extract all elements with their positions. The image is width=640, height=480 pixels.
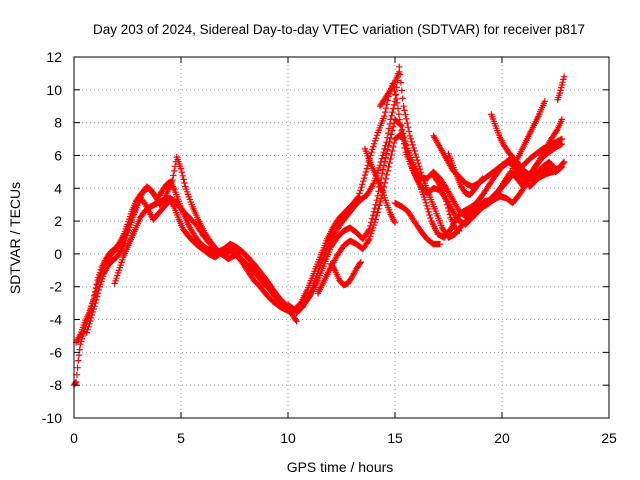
y-tick-label: 4 — [54, 180, 62, 196]
y-tick-label: 0 — [54, 246, 62, 262]
x-tick-label: 5 — [177, 430, 185, 446]
data-series-markers — [554, 73, 568, 103]
x-tick-label: 20 — [494, 430, 510, 446]
plot-frame — [73, 56, 610, 419]
data-series-markers — [391, 199, 444, 248]
chart-title: Day 203 of 2024, Sidereal Day-to-day VTE… — [93, 22, 585, 37]
y-tick-label: 6 — [54, 147, 62, 163]
data-series-markers — [445, 150, 486, 198]
y-tick-label: 8 — [54, 115, 62, 131]
y-tick-label: 10 — [46, 82, 62, 98]
y-tick-label: -10 — [42, 410, 62, 426]
data-series-markers — [111, 194, 290, 308]
data-points — [70, 63, 568, 389]
y-axis-label: SDTVAR / TECUs — [7, 182, 23, 294]
data-series-markers — [327, 258, 364, 289]
x-tick-label: 0 — [70, 430, 78, 446]
axis-ticks: 0 5 10 15 20 25 -10 -8 -6 -4 -2 0 2 4 6 8 10 12 — [42, 49, 617, 446]
data-series-markers — [361, 145, 399, 226]
y-tick-label: 12 — [46, 49, 62, 65]
x-axis-label: GPS time / hours — [287, 459, 394, 475]
x-tick-label: 25 — [601, 430, 617, 446]
data-series-markers — [462, 163, 566, 218]
data-series-markers — [509, 98, 548, 172]
y-tick-label: 2 — [54, 213, 62, 229]
data-series-markers — [376, 68, 403, 110]
x-tick-label: 10 — [280, 430, 296, 446]
y-tick-label: -6 — [50, 344, 63, 360]
x-tick-label: 15 — [387, 430, 403, 446]
data-series-markers — [430, 171, 463, 235]
y-tick-label: -4 — [50, 312, 63, 328]
y-tick-label: -2 — [50, 279, 63, 295]
y-tick-label: -8 — [50, 377, 63, 393]
